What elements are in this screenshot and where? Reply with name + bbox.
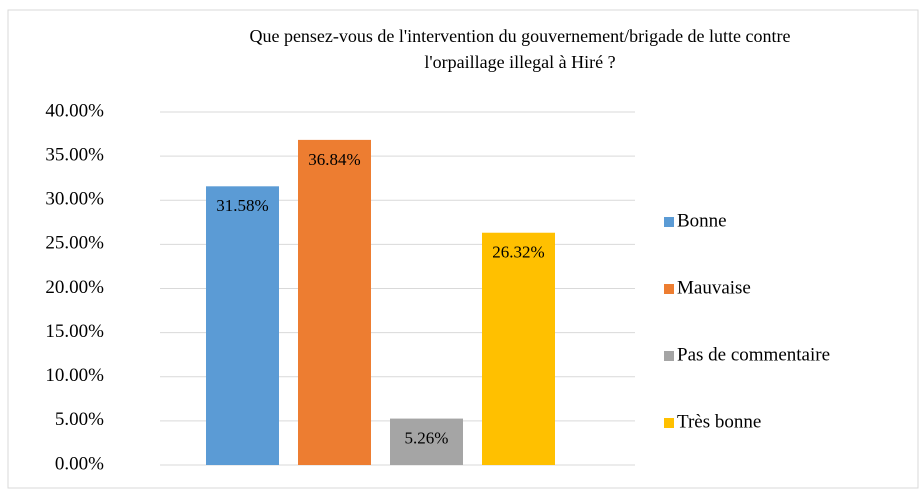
y-tick-label: 25.00%	[45, 233, 104, 254]
legend-swatch	[664, 418, 674, 428]
data-label: 5.26%	[405, 428, 449, 447]
data-label: 31.58%	[216, 196, 268, 215]
y-tick-label: 15.00%	[45, 321, 104, 342]
bar	[206, 186, 279, 465]
y-tick-label: 10.00%	[45, 365, 104, 386]
legend-swatch	[664, 284, 674, 294]
y-tick-label: 0.00%	[55, 453, 104, 474]
y-tick-label: 35.00%	[45, 144, 104, 165]
legend-swatch	[664, 217, 674, 227]
y-tick-label: 40.00%	[45, 100, 104, 121]
chart-title: Que pensez-vous de l'intervention du gou…	[249, 26, 790, 72]
y-tick-label: 5.00%	[55, 409, 104, 430]
bar	[298, 139, 371, 465]
legend-label: Bonne	[677, 210, 727, 231]
data-label: 26.32%	[492, 243, 544, 262]
chart-frame	[7, 9, 919, 489]
legend-swatch	[664, 351, 674, 361]
y-tick-label: 20.00%	[45, 277, 104, 298]
y-tick-label: 30.00%	[45, 189, 104, 210]
bar	[390, 418, 463, 465]
bar	[482, 232, 555, 465]
legend-label: Pas de commentaire	[677, 344, 830, 365]
legend-label: Mauvaise	[677, 277, 751, 298]
legend-label: Très bonne	[677, 411, 761, 432]
data-label: 36.84%	[308, 150, 360, 169]
